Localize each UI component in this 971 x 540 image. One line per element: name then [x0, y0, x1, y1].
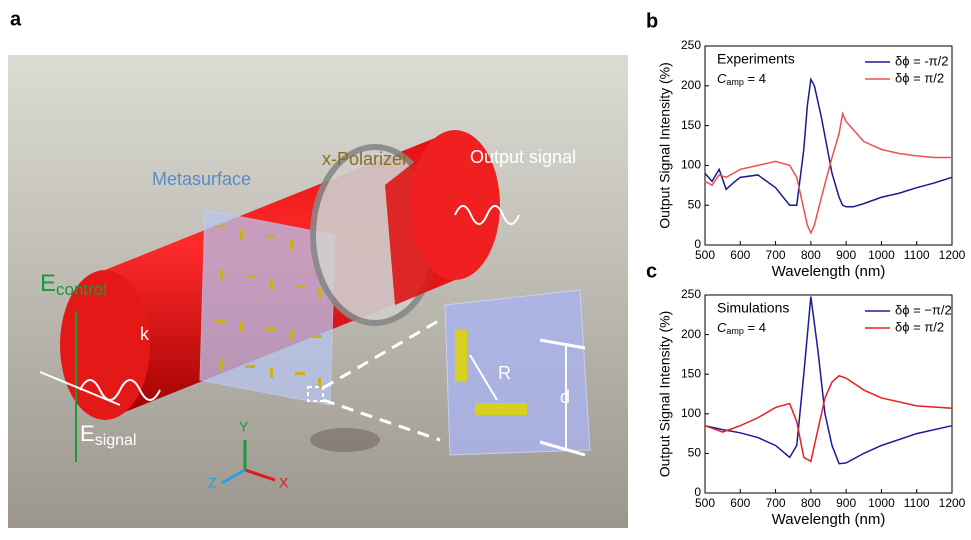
x-tick-label: 700	[766, 496, 786, 510]
label: d	[560, 387, 570, 407]
y-tick-label: 200	[681, 78, 701, 92]
y-tick-label: 0	[694, 237, 701, 251]
annotation: Simulations	[717, 300, 789, 316]
x-tick-label: 900	[836, 496, 856, 510]
panel-label: b	[646, 10, 658, 32]
shadow	[310, 428, 380, 452]
annotation: Camp = 4	[717, 320, 766, 336]
x-tick-label: 800	[801, 248, 821, 262]
annotation-part: amp	[726, 77, 744, 87]
x-axis-label: Wavelength (nm)	[772, 511, 886, 528]
x-tick-label: 1200	[939, 248, 966, 262]
y-tick-label: 50	[688, 197, 702, 211]
legend-label: δϕ = -π/2	[895, 53, 948, 68]
y-tick-label: 250	[681, 287, 701, 301]
x-tick-label: 800	[801, 496, 821, 510]
y-axis-label: Output Signal Intensity (%)	[657, 311, 673, 478]
x-tick-label: 700	[766, 248, 786, 262]
series-line	[705, 376, 952, 462]
y-tick-label: 100	[681, 158, 701, 172]
x-tick-label: 1000	[868, 496, 895, 510]
annotation-part: amp	[726, 326, 744, 336]
label: x-Polarizer	[322, 149, 408, 169]
panel-label: c	[646, 260, 657, 282]
rod	[455, 330, 467, 382]
label: Metasurface	[152, 169, 251, 189]
annotation: Camp = 4	[717, 71, 766, 87]
annotation-part: = 4	[744, 71, 766, 86]
x-tick-label: 600	[730, 496, 750, 510]
label: Y	[239, 419, 249, 435]
x-tick-label: 1100	[904, 248, 930, 262]
legend-label: δϕ = −π/2	[895, 302, 952, 317]
legend-label: δϕ = π/2	[895, 70, 944, 85]
y-axis-label: Output Signal Intensity (%)	[657, 62, 673, 229]
x-tick-label: 1100	[904, 496, 930, 510]
x-axis-label: Wavelength (nm)	[772, 263, 886, 280]
annotation: Experiments	[717, 51, 795, 67]
x-tick-label: 1000	[868, 248, 895, 262]
figure: a b c Metasurface x-Polarizer Output sig…	[0, 0, 971, 535]
label: X	[279, 475, 289, 491]
series-line	[705, 79, 952, 206]
panel-label: a	[10, 8, 22, 30]
scene: Metasurface x-Polarizer Output signal k …	[8, 55, 628, 528]
label: Z	[208, 475, 217, 491]
y-tick-label: 0	[694, 485, 701, 499]
y-tick-label: 100	[681, 406, 701, 420]
y-tick-label: 250	[681, 38, 701, 52]
y-tick-label: 150	[681, 366, 701, 380]
legend-label: δϕ = π/2	[895, 319, 944, 334]
y-tick-label: 50	[688, 446, 702, 460]
annotation-part: = 4	[744, 320, 766, 335]
x-tick-label: 1200	[939, 496, 966, 510]
y-tick-label: 150	[681, 118, 701, 132]
y-tick-label: 200	[681, 327, 701, 341]
x-tick-label: 600	[730, 248, 750, 262]
label: R	[498, 363, 511, 383]
label: k	[140, 324, 150, 344]
rod	[475, 403, 527, 415]
label: Output signal	[470, 147, 576, 167]
x-tick-label: 900	[836, 248, 856, 262]
series-line	[705, 114, 952, 233]
